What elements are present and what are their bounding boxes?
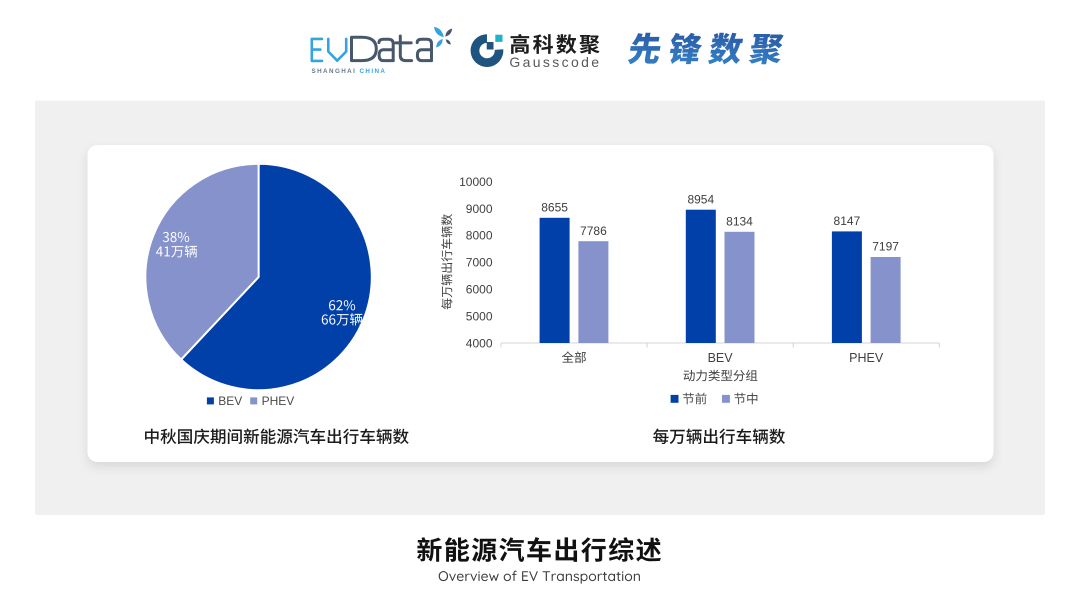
svg-text:8134: 8134 [726,215,753,229]
svg-text:BEV: BEV [708,351,734,365]
svg-text:PHEV: PHEV [262,394,295,408]
svg-text:PHEV: PHEV [849,351,884,365]
svg-text:7786: 7786 [580,224,607,238]
svg-text:8147: 8147 [834,214,861,228]
svg-text:4000: 4000 [466,336,493,350]
svg-text:BEV: BEV [218,394,242,408]
svg-text:7197: 7197 [872,240,899,254]
svg-text:9000: 9000 [466,202,493,216]
svg-text:8655: 8655 [541,201,568,215]
svg-text:7000: 7000 [466,256,493,270]
svg-text:SHANGHAI CHINA: SHANGHAI CHINA [312,68,387,75]
svg-text:10000: 10000 [459,175,493,189]
svg-text:8954: 8954 [687,192,714,206]
svg-text:8000: 8000 [466,229,493,243]
svg-text:6000: 6000 [466,283,493,297]
svg-text:5000: 5000 [466,309,493,323]
svg-text:Gausscode: Gausscode [509,54,601,70]
